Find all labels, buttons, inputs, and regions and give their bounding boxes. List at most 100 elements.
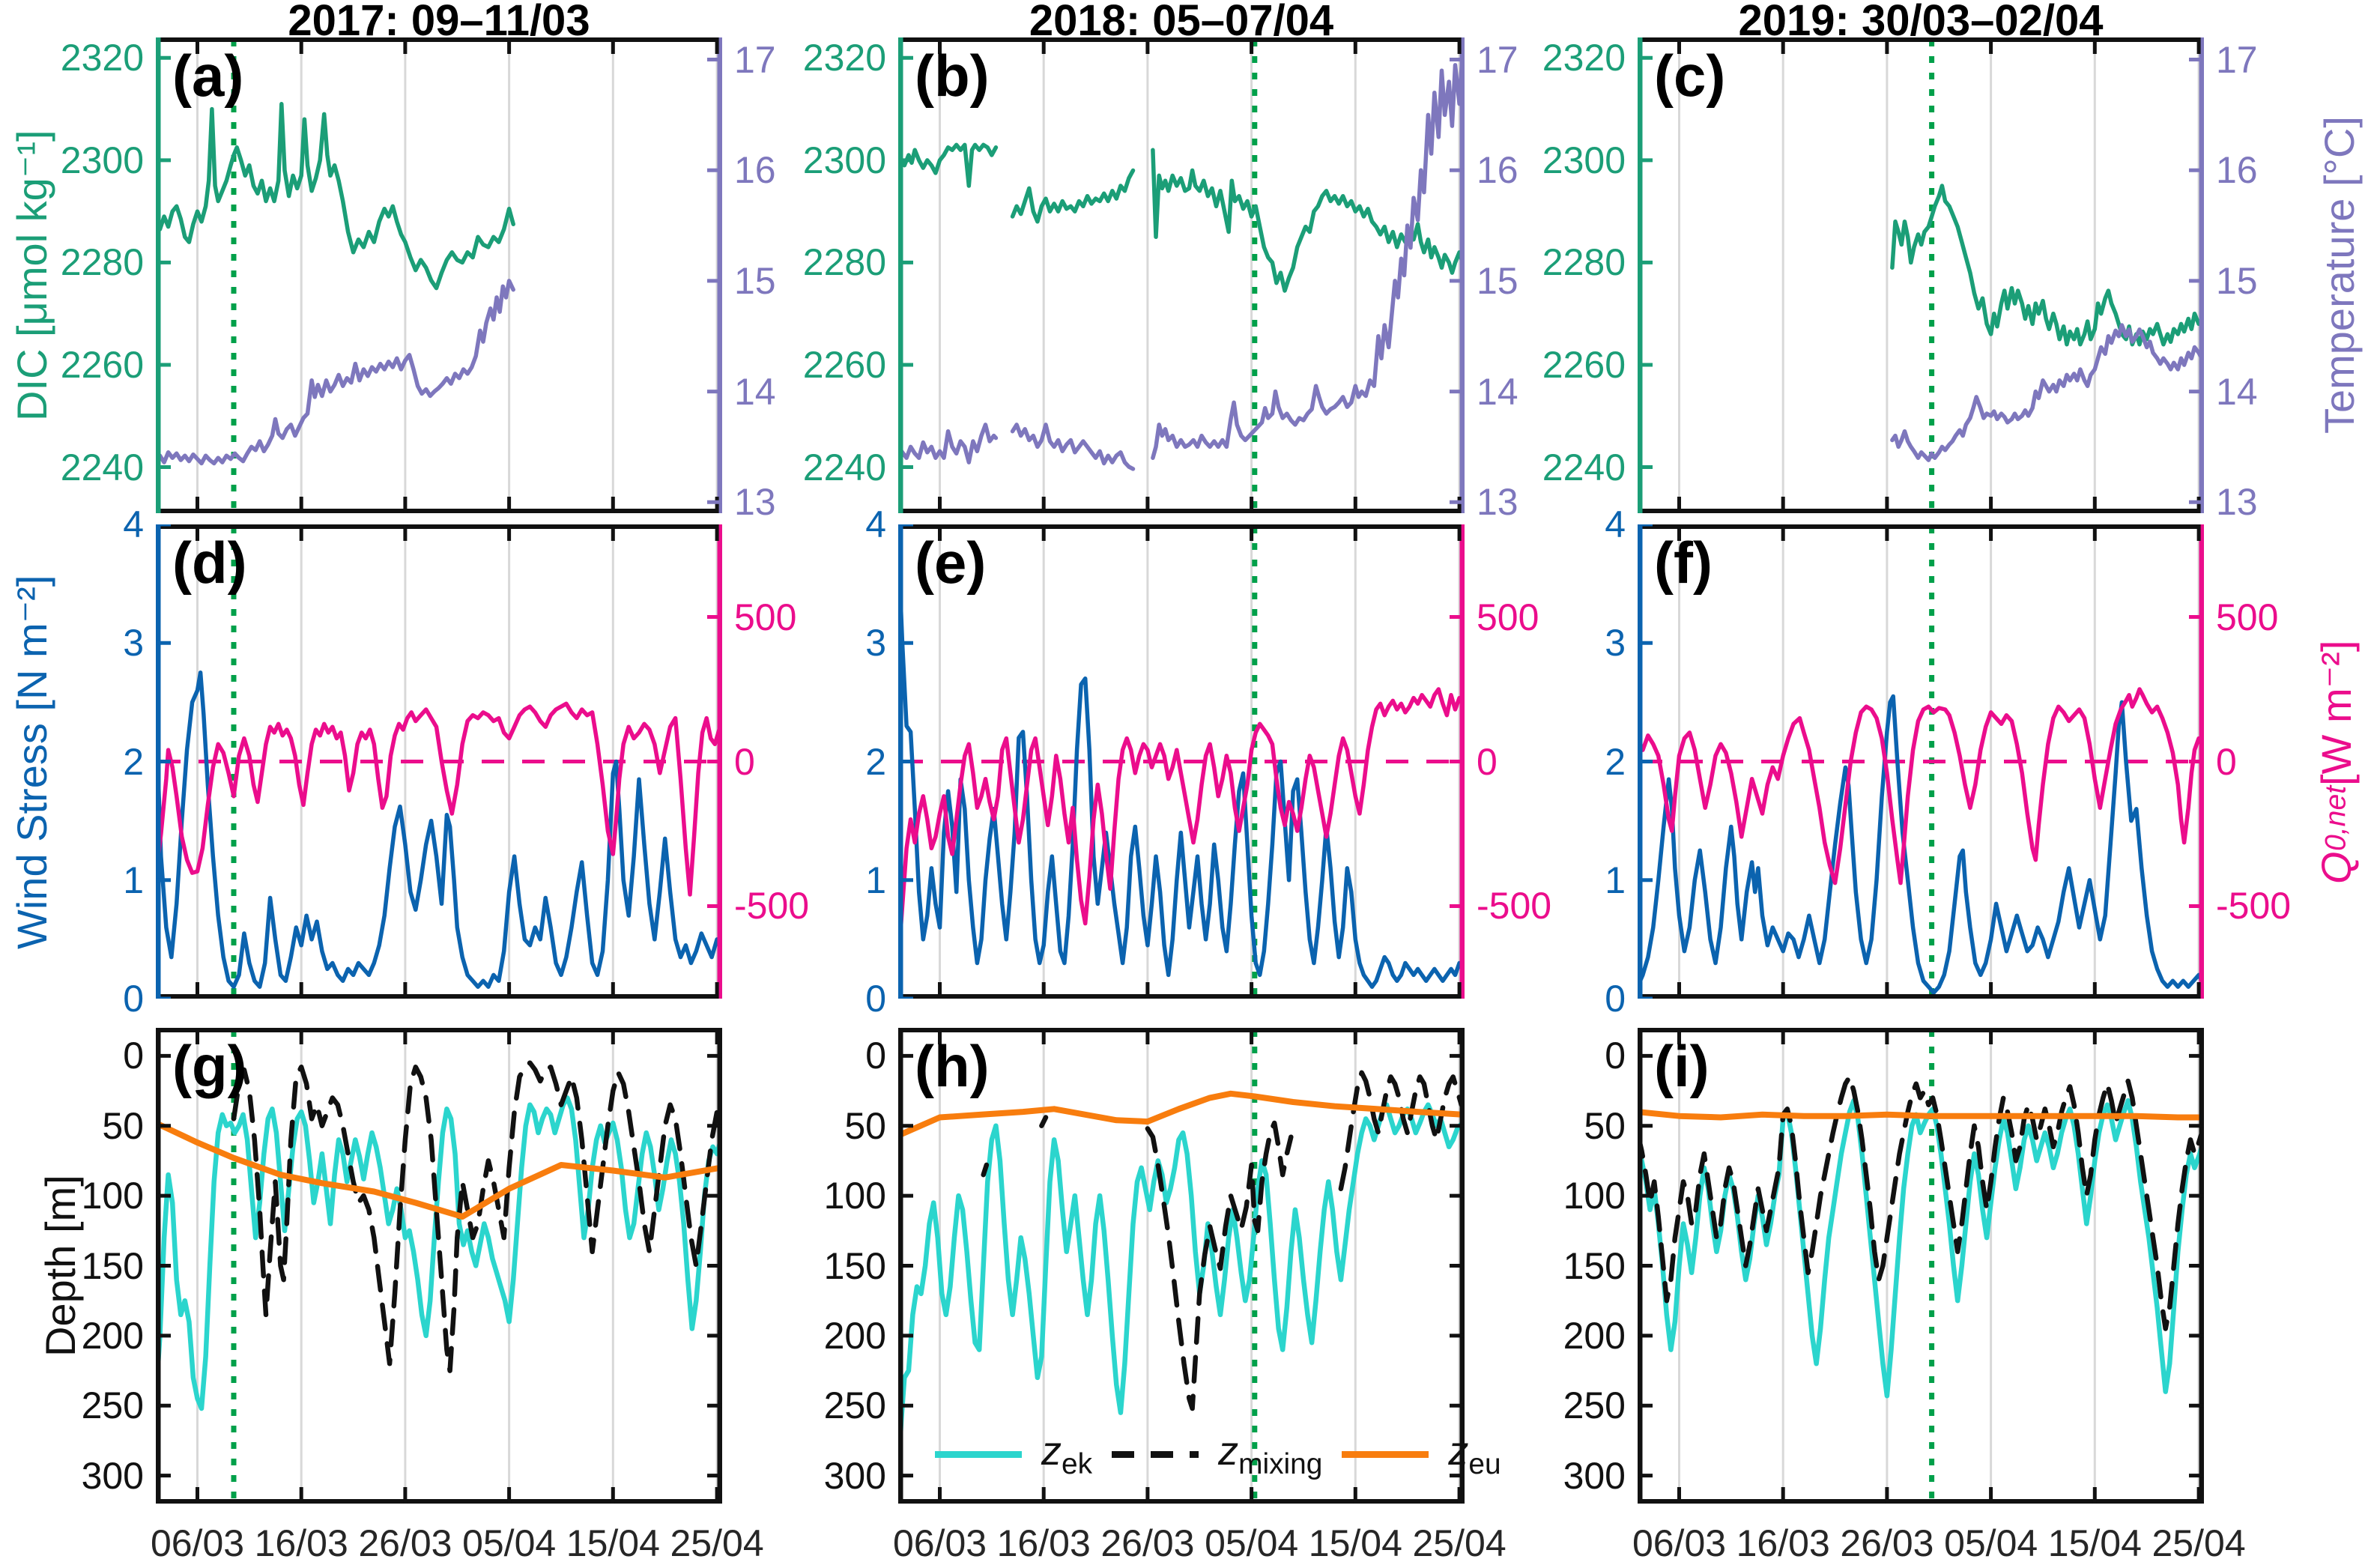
y-tick-label: 2300 <box>60 139 144 181</box>
y-tick-label: 2300 <box>1542 139 1626 181</box>
x-tick-label: 06/03 <box>1632 1522 1727 1564</box>
series-dic-2018 <box>898 142 999 188</box>
y-tick-label: 2260 <box>802 343 886 386</box>
column-title-2019: 2019: 30/03–02/04 <box>1738 0 2104 45</box>
y-tick-label: 50 <box>1584 1104 1626 1147</box>
panel-letter-d: (d) <box>172 530 247 596</box>
y-tick-label: 200 <box>81 1314 144 1357</box>
panel-letter-b: (b) <box>915 43 990 109</box>
y-tick-label: 0 <box>865 978 886 1020</box>
series-dic-2018 <box>1151 148 1465 293</box>
y-tick-label: 200 <box>823 1314 886 1357</box>
legend-zek-label: zek <box>1041 1428 1092 1481</box>
panel-letter-g: (g) <box>172 1033 247 1099</box>
y-tick-label: 2280 <box>1542 241 1626 284</box>
panel-d-plot <box>156 524 722 999</box>
column-title-2018: 2018: 05–07/04 <box>1029 0 1334 45</box>
panel-c-plot <box>1638 37 2204 513</box>
y-tick-label: 3 <box>123 622 144 665</box>
legend-zek-line <box>935 1450 1022 1458</box>
legend-zek-sub: ek <box>1062 1447 1093 1480</box>
y-tick-label: 2260 <box>60 343 144 386</box>
y-tick-label: 4 <box>1605 503 1626 545</box>
y-tick-label: 300 <box>1563 1454 1626 1497</box>
y-tick-label: 0 <box>123 1035 144 1077</box>
series-dic-2018 <box>1010 168 1136 224</box>
y-tick-label: 100 <box>81 1175 144 1217</box>
y-tick-label: 2240 <box>1542 446 1626 488</box>
panel-letter-c: (c) <box>1654 43 1726 109</box>
legend-zeu-sub: eu <box>1468 1447 1501 1480</box>
x-tick-label: 26/03 <box>1840 1522 1934 1564</box>
y-tick-label: 2320 <box>1542 37 1626 79</box>
x-tick-label: 05/04 <box>1205 1522 1299 1564</box>
x-tick-label: 26/03 <box>1100 1522 1195 1564</box>
y-tick-label: 2320 <box>802 37 886 79</box>
y-tick-label: 500 <box>2216 596 2279 638</box>
y-tick-label: 1 <box>1605 859 1626 901</box>
y-tick-label: 0 <box>123 978 144 1020</box>
panel-d: (d) 4 3 2 1 0 500 0 -500 <box>123 503 809 1020</box>
panel-h-plot <box>898 1028 1465 1504</box>
y-tick-label: 13 <box>734 481 776 524</box>
panel-f-plot <box>1638 524 2204 999</box>
panel-letter-a: (a) <box>172 43 244 109</box>
series-zeu-2017 <box>156 1120 722 1220</box>
y-tick-label: 2280 <box>802 241 886 284</box>
y-tick-label: 17 <box>1477 38 1518 81</box>
panel-i: (i) 0 50 100 150 200 250 300 06/03 16/03 26/03 05/0… <box>1563 1028 2246 1564</box>
series-zeu-2018 <box>898 1090 1465 1139</box>
x-tick-label: 15/04 <box>566 1522 660 1564</box>
y-tick-label: 300 <box>81 1454 144 1497</box>
series-zeu-2019 <box>1638 1109 2204 1121</box>
y-tick-label: 250 <box>1563 1384 1626 1427</box>
y-tick-label: 14 <box>2216 370 2258 413</box>
y-tick-label: 0 <box>1477 740 1498 783</box>
series-zmixing-2019 <box>1638 1074 2204 1331</box>
series-zek-2019 <box>1638 1098 2204 1399</box>
y-tick-label: 150 <box>81 1244 144 1287</box>
series-q0net-2017 <box>156 701 722 897</box>
y-tick-label: 50 <box>844 1104 886 1147</box>
y-tick-label: 15 <box>2216 259 2258 302</box>
x-tick-label: 16/03 <box>254 1522 348 1564</box>
y-tick-label: 300 <box>823 1454 886 1497</box>
y-tick-label: 0 <box>734 740 755 783</box>
y-tick-label: 0 <box>2216 740 2237 783</box>
y-tick-label: 2260 <box>1542 343 1626 386</box>
series-temperature-2018 <box>1151 52 1465 460</box>
x-tick-label: 05/04 <box>462 1522 557 1564</box>
series-zek-2018 <box>898 1102 1465 1476</box>
y-tick-label: 2 <box>1605 740 1626 783</box>
series-zmixing-2018 <box>1039 1115 1049 1128</box>
y-tick-label: 250 <box>81 1384 144 1427</box>
y-tick-label: 500 <box>1477 596 1539 638</box>
panel-b-plot <box>898 37 1465 513</box>
x-tick-label: 25/04 <box>2152 1522 2246 1564</box>
x-tick-label: 15/04 <box>1308 1522 1402 1564</box>
y-tick-label: 13 <box>2216 481 2258 524</box>
y-tick-label: 50 <box>102 1104 144 1147</box>
y-tick-label: -500 <box>1477 885 1552 927</box>
series-wind-stress-2017 <box>156 671 722 989</box>
y-tick-label: 4 <box>865 503 886 545</box>
panel-b: (b) 2320 2300 2280 2260 2240 17 16 15 14 13 <box>803 37 1518 523</box>
y-tick-label: 15 <box>1477 259 1518 302</box>
y-tick-label: 0 <box>1605 978 1626 1020</box>
y-tick-label: 13 <box>1477 481 1518 524</box>
series-zmixing-2018 <box>981 1162 990 1178</box>
y-tick-label: 2300 <box>802 139 886 181</box>
panel-e-plot <box>898 524 1465 999</box>
panel-letter-i: (i) <box>1654 1033 1710 1099</box>
panel-f: (f) 4 3 2 1 0 500 0 -500 <box>1605 503 2291 1020</box>
y-tick-label: 150 <box>1563 1244 1626 1287</box>
qnet-label-main: Q <box>2313 851 2360 885</box>
series-zmixing-2017 <box>231 1060 722 1373</box>
series-q0net-2018 <box>898 687 1465 966</box>
legend-zmixing-base: z <box>1218 1429 1239 1474</box>
y-tick-label: 16 <box>734 149 776 192</box>
y-tick-label: 2320 <box>60 37 144 79</box>
y-tick-label: -500 <box>2216 885 2292 927</box>
x-tick-label: 15/04 <box>2047 1522 2142 1564</box>
y-tick-label: 100 <box>823 1175 886 1217</box>
